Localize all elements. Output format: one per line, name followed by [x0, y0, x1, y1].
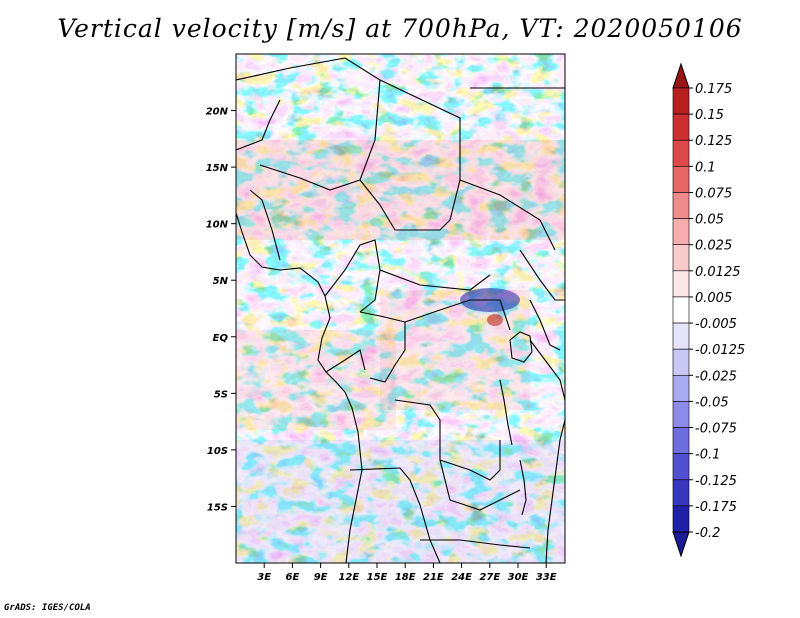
- colorbar-label: 0.025: [695, 239, 732, 254]
- colorbar-label: -0.075: [695, 422, 737, 437]
- colorbar-label: -0.2: [695, 526, 720, 541]
- west-africa-coastline: [236, 212, 326, 297]
- colorbar-segment: [672, 296, 690, 324]
- colorbar-label: 0.05: [695, 213, 724, 228]
- lake-tanganyika: [499, 379, 513, 446]
- map-frame: [235, 53, 566, 564]
- namibia-border: [420, 539, 531, 549]
- gulf-of-guinea-coastline: [317, 295, 363, 563]
- lon-tick-label: 18E: [395, 572, 416, 583]
- lat-tick-label: 10S: [207, 446, 228, 457]
- lon-tick-label: 33E: [536, 572, 557, 583]
- nigeria-border: [259, 164, 361, 191]
- tanzania-border: [529, 339, 565, 401]
- cameroon-border: [324, 239, 381, 313]
- longitude-axis: 3E 6E 9E 12E 15E 18E 21E 24E 27E 30E 33E: [257, 563, 557, 583]
- map-title: Vertical velocity [m/s] at 700hPa, VT: 2…: [57, 14, 743, 43]
- colorbar-label: 0.125: [695, 134, 732, 149]
- west-border-1: [236, 99, 281, 151]
- colorbar-segment: [672, 87, 690, 115]
- lake-victoria: [509, 331, 533, 363]
- map-borders: [236, 57, 565, 563]
- colorbar-segment: [672, 270, 690, 298]
- drc-border: [404, 299, 511, 331]
- colorbar-top-arrow: [672, 62, 690, 89]
- colorbar-label: -0.1: [695, 448, 720, 463]
- lon-tick-label: 15E: [367, 572, 388, 583]
- colorbar-segment: [672, 453, 690, 481]
- east-africa-coastline: [545, 419, 565, 563]
- colorbar-segment: [672, 139, 690, 167]
- angola-border: [349, 467, 441, 563]
- lat-tick-label: 5N: [213, 276, 229, 287]
- lake-malawi: [519, 459, 527, 516]
- chad-border: [359, 179, 451, 231]
- colorbar-label: 0.005: [695, 291, 732, 306]
- lon-tick-label: 9E: [314, 572, 328, 583]
- congo-border: [359, 311, 406, 383]
- lon-tick-label: 6E: [286, 572, 300, 583]
- velocity-field: [236, 54, 565, 563]
- ethiopia-border: [519, 249, 565, 301]
- colorbar-label: -0.0125: [695, 343, 745, 358]
- gabon-border: [325, 349, 366, 373]
- colorbar-segment: [672, 479, 690, 507]
- colorbar-segment: [672, 218, 690, 246]
- lat-tick-label: 15S: [207, 502, 228, 513]
- colorbar-label: 0.1: [695, 160, 716, 175]
- colorbar-segment: [672, 348, 690, 376]
- lon-tick-label: 24E: [451, 572, 472, 583]
- colorbar-label: -0.025: [695, 369, 737, 384]
- lon-tick-label: 3E: [257, 572, 271, 583]
- sudan-border: [459, 179, 556, 251]
- colorbar-segment: [672, 401, 690, 428]
- grads-credit: GrADS: IGES/COLA: [4, 603, 91, 613]
- colorbar-segment: [672, 192, 690, 219]
- sahara-border-2: [344, 57, 381, 181]
- colorbar-label: -0.125: [695, 474, 737, 489]
- colorbar-segment: [672, 505, 690, 533]
- colorbar-label: 0.0125: [695, 265, 741, 280]
- colorbar-segment: [672, 244, 690, 272]
- sahara-border-3: [379, 79, 461, 221]
- lat-tick-label: 20N: [206, 107, 229, 118]
- colorbar-label: 0.175: [695, 82, 732, 97]
- colorbar: 0.175 0.15 0.125 0.1 0.075 0.05 0.025 0.0125 0.0…: [672, 62, 745, 558]
- lat-tick-label: EQ: [213, 333, 229, 344]
- kenya-border: [529, 299, 561, 351]
- car-border: [379, 269, 491, 291]
- colorbar-label: -0.175: [695, 500, 737, 515]
- colorbar-segment: [672, 166, 690, 193]
- lat-tick-label: 10N: [206, 220, 229, 231]
- lat-tick-label: 5S: [214, 389, 228, 400]
- colorbar-segment: [672, 322, 690, 350]
- colorbar-segment: [672, 427, 690, 454]
- zambia-border: [439, 459, 521, 511]
- lon-tick-label: 30E: [508, 572, 529, 583]
- lon-tick-label: 12E: [338, 572, 359, 583]
- latitude-axis: 20N 15N 10N 5N EQ 5S 10S 15S: [206, 107, 236, 513]
- sahara-border-1: [236, 57, 346, 81]
- lat-tick-label: 15N: [206, 163, 229, 174]
- colorbar-segment: [672, 113, 690, 141]
- west-border-2: [249, 189, 281, 261]
- colorbar-label: 0.075: [695, 186, 732, 201]
- drc-south-border: [394, 399, 501, 481]
- lon-tick-label: 21E: [423, 572, 444, 583]
- lon-tick-label: 27E: [479, 572, 500, 583]
- colorbar-label: -0.005: [695, 317, 737, 332]
- colorbar-label: -0.05: [695, 395, 729, 410]
- colorbar-segment: [672, 374, 690, 402]
- colorbar-bottom-arrow: [672, 531, 690, 558]
- colorbar-label: 0.15: [695, 108, 724, 123]
